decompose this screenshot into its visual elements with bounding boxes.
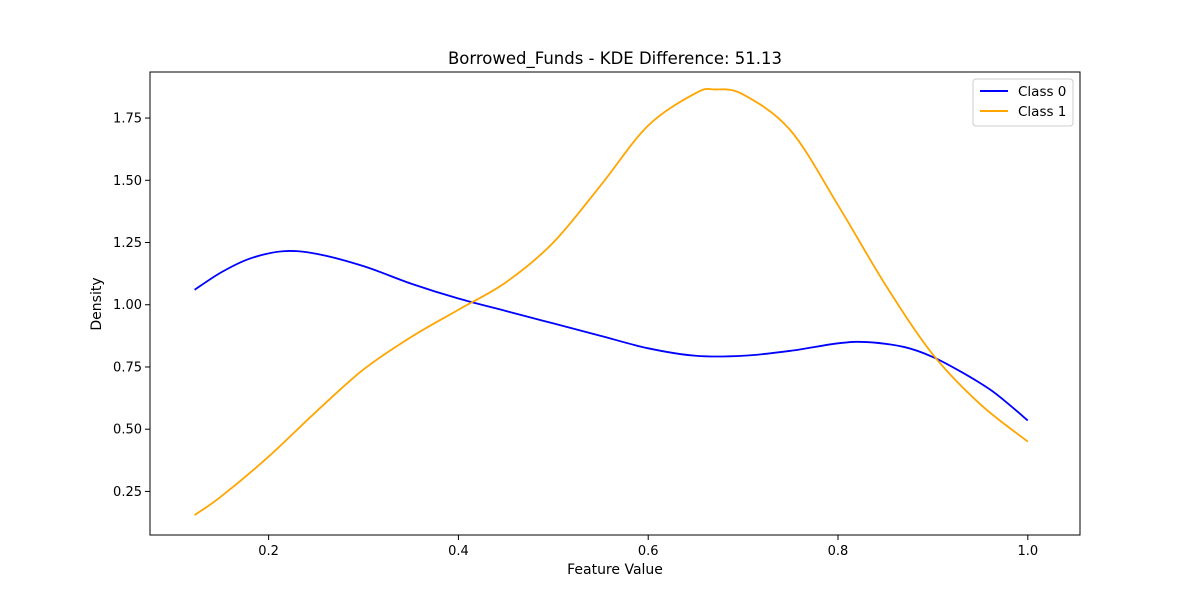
y-tick-label: 1.00: [113, 298, 142, 313]
legend-label-class-0: Class 0: [1018, 84, 1066, 100]
x-tick-label: 0.6: [638, 544, 659, 559]
y-axis: 0.25 0.50 0.75 1.00 1.25 1.50 1.75: [113, 112, 150, 500]
x-tick-label: 0.4: [448, 544, 469, 559]
legend-label-class-1: Class 1: [1018, 104, 1066, 120]
series-layer: [194, 88, 1029, 516]
x-tick-label: 1.0: [1017, 544, 1038, 559]
x-axis-label: Feature Value: [567, 562, 663, 578]
x-tick-label: 0.8: [828, 544, 849, 559]
y-tick-label: 0.75: [113, 360, 142, 375]
x-tick-label: 0.2: [258, 544, 279, 559]
y-tick-label: 1.75: [113, 112, 142, 127]
plot-area: [149, 71, 1081, 536]
y-tick-label: 1.25: [113, 236, 142, 251]
series-line-class-0: [194, 250, 1029, 422]
x-axis: 0.2 0.4 0.6 0.8 1.0: [258, 535, 1038, 559]
y-tick-label: 1.50: [113, 174, 142, 189]
series-line-class-1: [194, 88, 1029, 516]
plot-frame: [149, 71, 1081, 536]
y-tick-label: 0.50: [113, 423, 142, 438]
chart-title: Borrowed_Funds - KDE Difference: 51.13: [448, 49, 782, 69]
y-axis-label: Density: [89, 277, 105, 330]
legend: Class 0 Class 1: [972, 78, 1074, 127]
y-tick-label: 0.25: [113, 485, 142, 500]
